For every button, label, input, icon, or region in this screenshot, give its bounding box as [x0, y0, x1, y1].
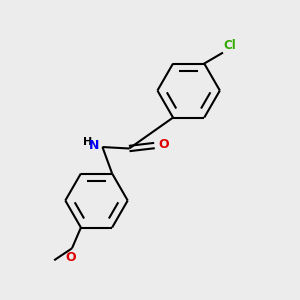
Text: O: O	[158, 138, 169, 151]
Text: N: N	[89, 139, 100, 152]
Text: H: H	[83, 137, 92, 147]
Text: O: O	[65, 251, 76, 264]
Text: Cl: Cl	[224, 39, 236, 52]
